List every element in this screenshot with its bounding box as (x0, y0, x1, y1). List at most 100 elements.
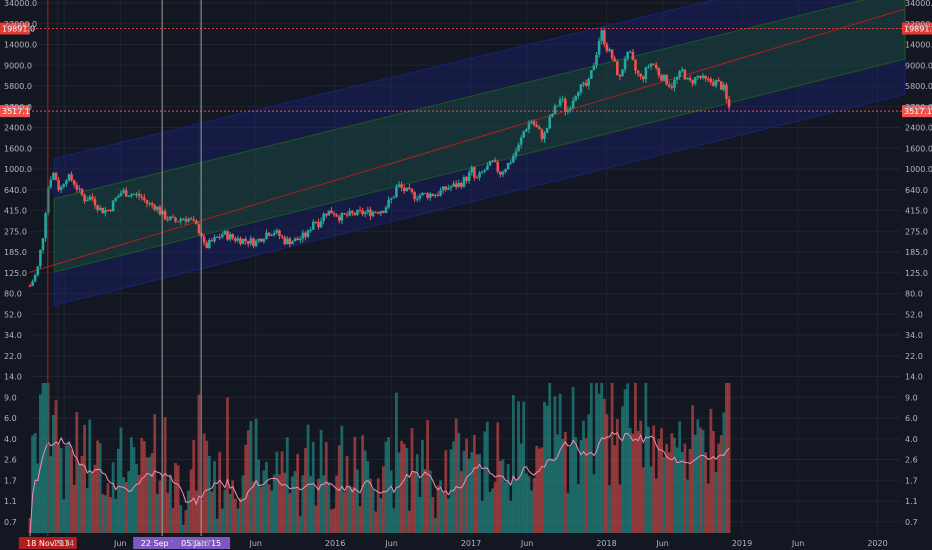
candle-body (382, 211, 385, 213)
candle-body (389, 198, 393, 200)
volume-bar (324, 442, 328, 533)
volume-bar (272, 474, 276, 533)
candle-body (483, 170, 487, 172)
candle-body (538, 127, 541, 130)
y-tick-label-left: 14.0 (4, 373, 22, 382)
volume-bar (228, 493, 232, 533)
candle-body (363, 212, 367, 215)
y-tick-label-right: 1000.0 (905, 165, 932, 174)
volume-bar (327, 481, 331, 533)
volume-bar (678, 421, 682, 533)
candle-body (551, 113, 554, 117)
y-tick-label-right: 275.0 (905, 227, 928, 236)
volume-bar (38, 394, 42, 533)
candle-body (306, 230, 310, 237)
candle-body (293, 238, 297, 242)
candle-body (410, 189, 414, 192)
volume-bar (389, 470, 393, 533)
candle-body (122, 190, 125, 193)
candle-body (119, 192, 123, 196)
volume-bar (54, 400, 58, 533)
volume-bar (491, 488, 494, 533)
candle-body (527, 123, 531, 130)
volume-bar (62, 499, 66, 533)
volume-bar (605, 414, 609, 533)
candle-body (39, 249, 42, 267)
candle-body (592, 65, 596, 71)
volume-bar (571, 387, 575, 533)
candle-body (275, 230, 279, 233)
candle-body (353, 212, 357, 215)
volume-bar (116, 448, 120, 533)
candle-body (93, 198, 97, 206)
volume-bar (602, 398, 606, 533)
candle-body (522, 131, 526, 138)
candle-body (439, 190, 442, 196)
candle-body (561, 98, 565, 100)
candle-body (717, 80, 720, 82)
volume-bar (249, 421, 253, 533)
volume-bar (345, 455, 349, 533)
y-tick-label-right: 3700.0 (905, 103, 932, 112)
candle-body (137, 193, 141, 197)
candle-body (584, 82, 588, 86)
volume-bar (548, 383, 552, 533)
candle-body (65, 180, 68, 185)
candle-body (449, 186, 453, 189)
volume-bar (75, 412, 79, 533)
candle-body (262, 239, 266, 242)
volume-bar (441, 493, 445, 533)
volume-bar (420, 440, 424, 533)
volume-bar (431, 497, 435, 533)
candle-body (626, 51, 629, 59)
volume-bar (582, 420, 585, 533)
price-axis[interactable]: 34000.0 34000.0 22000.0 22000.0 14000.0 14000… (4, 0, 932, 527)
volume-bar (488, 491, 492, 533)
volume-bar (80, 455, 84, 533)
volume-bar (485, 421, 489, 533)
candle-body (605, 44, 609, 51)
y-tick-label-right: 0.7 (905, 518, 918, 527)
candle-body (182, 218, 185, 220)
candle-body (610, 49, 614, 59)
volume-bar (509, 500, 513, 533)
volume-bar (652, 425, 656, 533)
candle-body (579, 84, 583, 93)
candle-body (597, 40, 601, 55)
candle-body (649, 63, 653, 67)
y-tick-label-left: 3700.0 (4, 103, 32, 112)
volume-bar (576, 484, 580, 533)
y-tick-label-left: 9.0 (4, 393, 17, 402)
volume-bar (142, 441, 146, 533)
candle-body (96, 205, 99, 210)
candle-body (28, 285, 32, 287)
candle-body (436, 194, 440, 196)
volume-bar (335, 475, 339, 533)
volume-bar (371, 489, 375, 533)
volume-bar (452, 441, 455, 533)
volume-bar (465, 438, 468, 533)
candle-body (727, 99, 731, 108)
candle-body (233, 238, 237, 241)
volume-bar (314, 505, 318, 533)
volume-bar (171, 508, 175, 533)
volume-bar (647, 426, 650, 533)
y-tick-label-right: 9000.0 (905, 61, 932, 70)
candle-body (670, 86, 674, 88)
volume-bar (459, 471, 463, 533)
candle-body (644, 67, 648, 80)
volume-bar (85, 488, 89, 533)
candle-body (324, 213, 328, 216)
volume-bar (31, 435, 34, 533)
candle-body (337, 216, 341, 221)
candle-body (423, 192, 427, 194)
candle-body (202, 236, 206, 243)
volume-bar (691, 405, 695, 533)
volume-bar (67, 441, 71, 533)
volume-bar (457, 432, 461, 533)
candle-body (228, 234, 232, 240)
candle-body (98, 207, 102, 210)
volume-bar (296, 454, 300, 533)
